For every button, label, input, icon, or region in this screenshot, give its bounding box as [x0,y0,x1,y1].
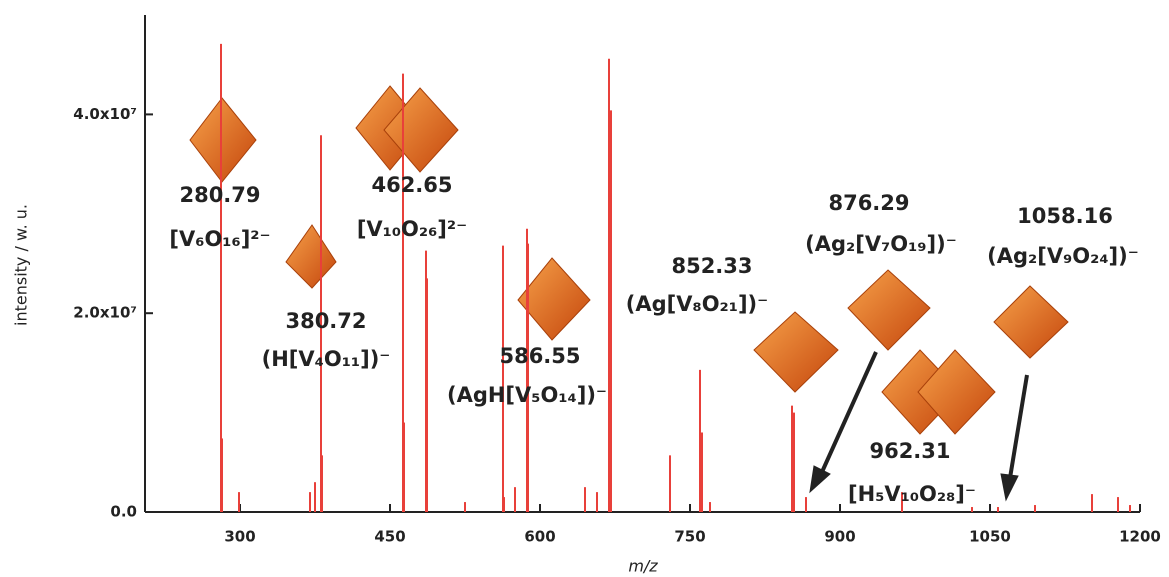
annotation-mz: 962.31 [869,439,950,463]
x-axis-title: m/z [628,557,658,576]
y-tick-label: 0.0 [110,503,137,521]
x-tick-label: 1200 [1119,528,1161,546]
annotation-mz: 1058.16 [1017,204,1113,228]
annotation-formula: [V₆O₁₆]²⁻ [169,227,270,251]
x-tick-label: 1050 [969,528,1011,546]
annotation-mz: 462.65 [371,173,452,197]
x-tick-label: 450 [374,528,405,546]
annotation-formula: [V₁₀O₂₆]²⁻ [357,217,467,241]
annotation-mz: 586.55 [499,344,580,368]
annotation-mz: 280.79 [179,183,260,207]
y-axis-title: intensity / w. u. [12,204,31,326]
x-tick-label: 900 [824,528,855,546]
arrows [809,351,1029,502]
annotation-mz: 876.29 [828,191,909,215]
annotation-formula: (Ag₂[V₉O₂₄])⁻ [987,244,1139,268]
annotation-mz: 380.72 [285,309,366,333]
annotation-formula: (Ag[V₈O₂₁])⁻ [626,292,768,316]
x-tick-label: 750 [674,528,705,546]
annotation-mz: 852.33 [671,254,752,278]
x-tick-label: 300 [224,528,255,546]
y-tick-label: 2.0x10⁷ [73,304,137,322]
annotation-formula: (H[V₄O₁₁])⁻ [262,347,391,371]
annotation-formula: (Ag₂[V₇O₁₉])⁻ [805,232,957,256]
annotation-formula: [H₅V₁₀O₂₈]⁻ [848,482,976,506]
y-tick-label: 4.0x10⁷ [73,105,137,123]
annotation-formula: (AgH[V₅O₁₄])⁻ [447,383,607,407]
x-tick-label: 600 [524,528,555,546]
